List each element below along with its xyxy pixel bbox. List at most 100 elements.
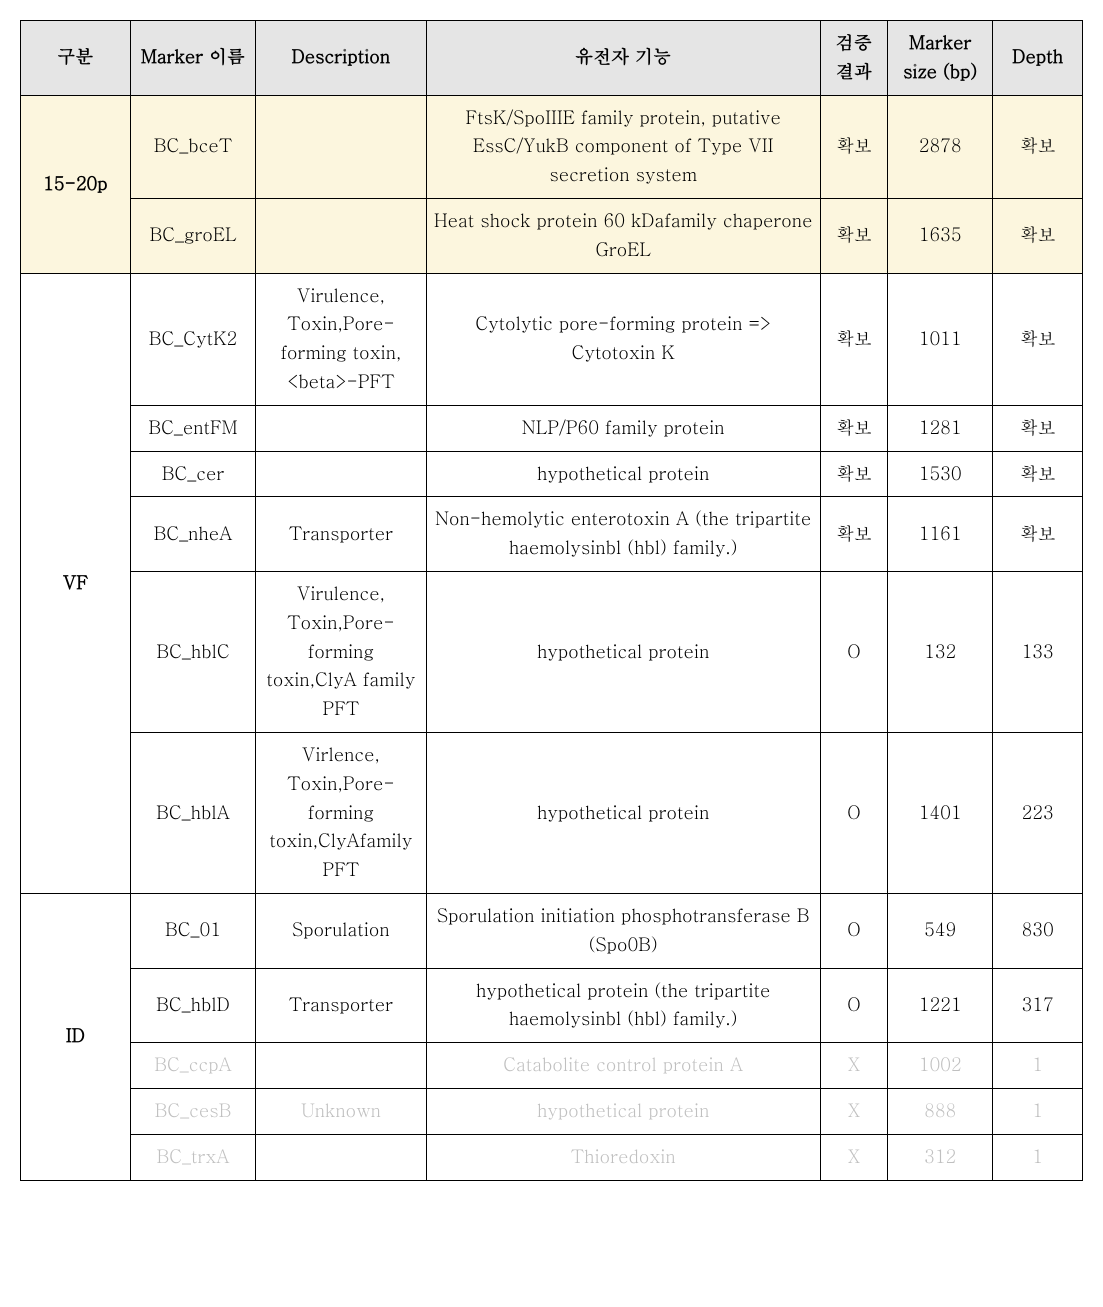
marker-cell: BC_cesB <box>130 1088 255 1134</box>
depth-cell: 1 <box>993 1134 1083 1180</box>
verif-cell: O <box>820 732 887 893</box>
size-cell: 1002 <box>888 1043 993 1089</box>
verif-cell: 확보 <box>820 497 887 572</box>
depth-cell: 133 <box>993 571 1083 732</box>
table-row: VFBC_CytK2Virulence, Toxin,Pore-forming … <box>21 273 1083 405</box>
group-cell: 15-20p <box>21 95 131 273</box>
size-cell: 312 <box>888 1134 993 1180</box>
depth-cell: 317 <box>993 968 1083 1043</box>
table-row: IDBC_01SporulationSporulation initiation… <box>21 893 1083 968</box>
size-cell: 1011 <box>888 273 993 405</box>
desc-cell <box>256 1043 426 1089</box>
depth-cell: 확보 <box>993 198 1083 273</box>
desc-cell <box>256 95 426 198</box>
func-cell: Thioredoxin <box>426 1134 820 1180</box>
size-cell: 1401 <box>888 732 993 893</box>
depth-cell: 확보 <box>993 273 1083 405</box>
func-cell: hypothetical protein (the tripartite hae… <box>426 968 820 1043</box>
verif-cell: X <box>820 1134 887 1180</box>
table-row: BC_hblCVirulence, Toxin,Pore-forming tox… <box>21 571 1083 732</box>
table-row: BC_trxA ThioredoxinX3121 <box>21 1134 1083 1180</box>
func-cell: Non-hemolytic enterotoxin A (the tripart… <box>426 497 820 572</box>
func-cell: hypothetical protein <box>426 1088 820 1134</box>
table-row: BC_hblDTransporterhypothetical protein (… <box>21 968 1083 1043</box>
verif-cell: O <box>820 893 887 968</box>
desc-cell <box>256 198 426 273</box>
func-cell: Sporulation initiation phosphotransferas… <box>426 893 820 968</box>
desc-cell <box>256 1134 426 1180</box>
verif-cell: 확보 <box>820 451 887 497</box>
func-cell: NLP/P60 family protein <box>426 405 820 451</box>
verif-cell: X <box>820 1043 887 1089</box>
group-cell: VF <box>21 273 131 893</box>
marker-cell: BC_entFM <box>130 405 255 451</box>
marker-cell: BC_ccpA <box>130 1043 255 1089</box>
func-cell: Cytolytic pore-forming protein => Cytoto… <box>426 273 820 405</box>
verif-cell: O <box>820 968 887 1043</box>
depth-cell: 1 <box>993 1043 1083 1089</box>
verif-cell: O <box>820 571 887 732</box>
verif-cell: 확보 <box>820 198 887 273</box>
col-header-func: 유전자 기능 <box>426 21 820 96</box>
verif-cell: X <box>820 1088 887 1134</box>
marker-cell: BC_cer <box>130 451 255 497</box>
desc-cell <box>256 405 426 451</box>
table-row: BC_hblAVirlence, Toxin,Pore-forming toxi… <box>21 732 1083 893</box>
col-header-group: 구분 <box>21 21 131 96</box>
marker-cell: BC_CytK2 <box>130 273 255 405</box>
verif-cell: 확보 <box>820 95 887 198</box>
depth-cell: 223 <box>993 732 1083 893</box>
size-cell: 888 <box>888 1088 993 1134</box>
depth-cell: 확보 <box>993 451 1083 497</box>
verif-cell: 확보 <box>820 405 887 451</box>
marker-cell: BC_trxA <box>130 1134 255 1180</box>
depth-cell: 1 <box>993 1088 1083 1134</box>
size-cell: 1635 <box>888 198 993 273</box>
size-cell: 1161 <box>888 497 993 572</box>
depth-cell: 확보 <box>993 497 1083 572</box>
verif-cell: 확보 <box>820 273 887 405</box>
depth-cell: 확보 <box>993 405 1083 451</box>
desc-cell: Virulence, Toxin,Pore-forming toxin,ClyA… <box>256 571 426 732</box>
marker-cell: BC_bceT <box>130 95 255 198</box>
desc-cell: Transporter <box>256 968 426 1043</box>
size-cell: 1530 <box>888 451 993 497</box>
func-cell: hypothetical protein <box>426 451 820 497</box>
size-cell: 2878 <box>888 95 993 198</box>
marker-table: 구분 Marker 이름 Description 유전자 기능 검증 결과 Ma… <box>20 20 1083 1181</box>
marker-cell: BC_hblC <box>130 571 255 732</box>
table-row: BC_groEL Heat shock protein 60 kDafamily … <box>21 198 1083 273</box>
func-cell: hypothetical protein <box>426 732 820 893</box>
desc-cell: Transporter <box>256 497 426 572</box>
col-header-size: Marker size (bp) <box>888 21 993 96</box>
col-header-depth: Depth <box>993 21 1083 96</box>
size-cell: 549 <box>888 893 993 968</box>
marker-cell: BC_hblD <box>130 968 255 1043</box>
desc-cell: Virlence, Toxin,Pore-forming toxin,ClyAf… <box>256 732 426 893</box>
size-cell: 132 <box>888 571 993 732</box>
desc-cell: Unknown <box>256 1088 426 1134</box>
table-body: 15-20pBC_bceT FtsK/SpoIIIE family protein… <box>21 95 1083 1180</box>
func-cell: Heat shock protein 60 kDafamily chaperon… <box>426 198 820 273</box>
col-header-verif: 검증 결과 <box>820 21 887 96</box>
desc-cell <box>256 451 426 497</box>
table-row: BC_nheATransporterNon-hemolytic enteroto… <box>21 497 1083 572</box>
marker-cell: BC_01 <box>130 893 255 968</box>
depth-cell: 830 <box>993 893 1083 968</box>
func-cell: hypothetical protein <box>426 571 820 732</box>
depth-cell: 확보 <box>993 95 1083 198</box>
table-header: 구분 Marker 이름 Description 유전자 기능 검증 결과 Ma… <box>21 21 1083 96</box>
col-header-desc: Description <box>256 21 426 96</box>
size-cell: 1281 <box>888 405 993 451</box>
table-row: BC_cesBUnknownhypothetical proteinX8881 <box>21 1088 1083 1134</box>
marker-cell: BC_groEL <box>130 198 255 273</box>
table-row: BC_ccpA Catabolite control protein AX1002… <box>21 1043 1083 1089</box>
marker-cell: BC_hblA <box>130 732 255 893</box>
size-cell: 1221 <box>888 968 993 1043</box>
col-header-marker: Marker 이름 <box>130 21 255 96</box>
table-row: BC_cerhypothetical protein확보1530확보 <box>21 451 1083 497</box>
table-row: 15-20pBC_bceTFtsK/SpoIIIE family protein… <box>21 95 1083 198</box>
func-cell: FtsK/SpoIIIE family protein, putative Es… <box>426 95 820 198</box>
func-cell: Catabolite control protein A <box>426 1043 820 1089</box>
marker-cell: BC_nheA <box>130 497 255 572</box>
